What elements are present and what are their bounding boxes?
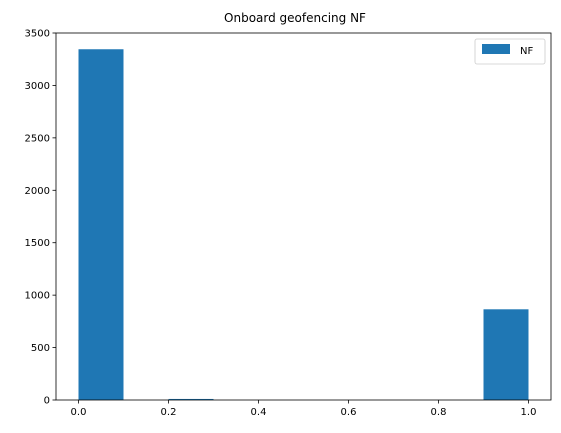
y-tick-label: 1500: [25, 238, 50, 249]
chart-title: Onboard geofencing NF: [224, 11, 366, 25]
plot-frame: [55, 32, 552, 401]
histogram-bar: [483, 309, 529, 400]
y-tick-label: 2000: [25, 186, 50, 197]
x-axis: 0.0 0.2 0.4 0.6 0.8 1.0: [71, 400, 537, 418]
bars-group: [78, 49, 529, 400]
histogram-bar: [78, 49, 124, 400]
x-tick-label: 1.0: [521, 407, 537, 418]
y-tick-label: 3500: [25, 29, 50, 40]
y-tick-label: 500: [31, 343, 50, 354]
x-tick-label: 0.8: [431, 407, 447, 418]
x-tick-label: 0.4: [251, 407, 267, 418]
y-tick-label: 3000: [25, 81, 50, 92]
y-tick-label: 2500: [25, 133, 50, 144]
x-tick-label: 0.6: [341, 407, 357, 418]
x-tick-label: 0.2: [161, 407, 177, 418]
y-tick-label: 1000: [25, 291, 50, 302]
legend-swatch: [482, 44, 510, 54]
y-axis: 0 500 1000 1500 2000 2500 3000 3500: [25, 29, 56, 407]
y-tick-label: 0: [44, 396, 50, 407]
x-tick-label: 0.0: [71, 407, 87, 418]
legend: NF: [474, 38, 546, 65]
histogram-bar: [168, 398, 214, 400]
legend-label: NF: [520, 46, 533, 57]
